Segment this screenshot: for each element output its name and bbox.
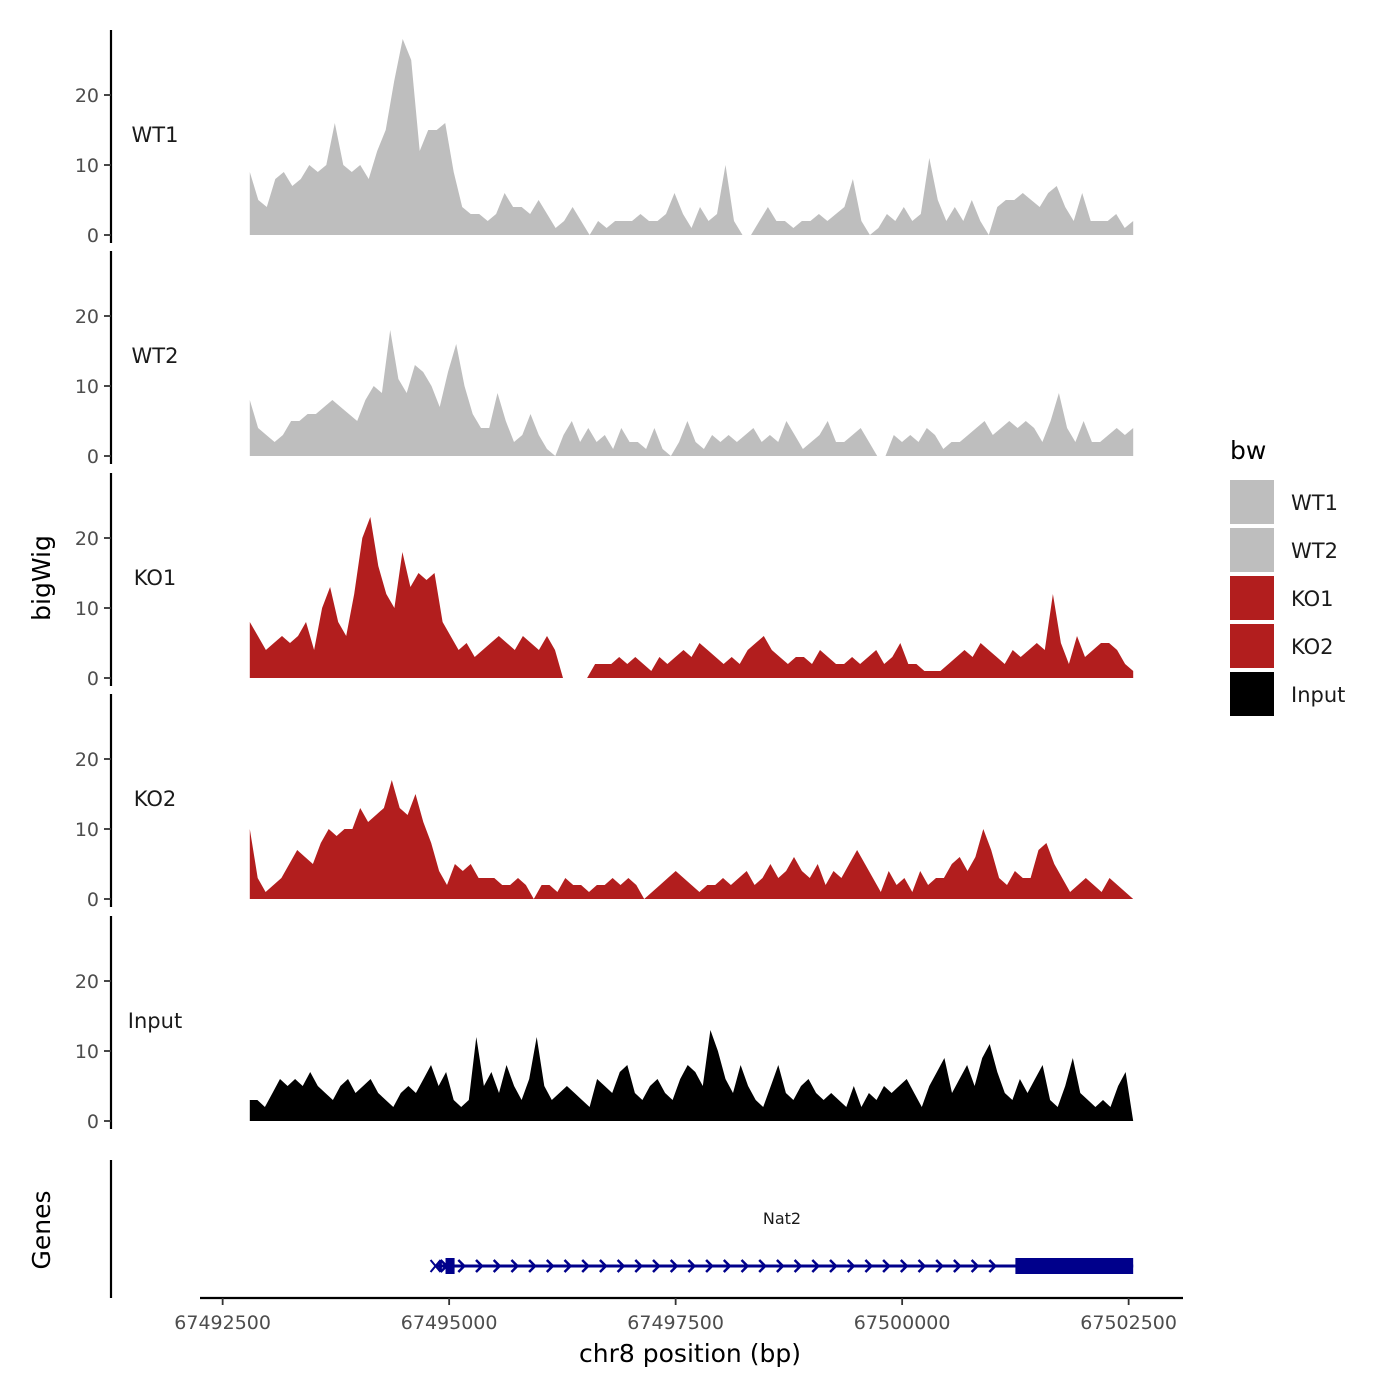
gene-exon [438,1261,442,1271]
legend-label: WT1 [1291,491,1338,515]
strand-arrow-icon [545,1259,555,1273]
genes-axis-title: Genes [27,1190,56,1269]
y-tick-label: 20 [75,306,99,328]
strand-arrow-icon [457,1259,467,1273]
legend-swatch [1230,672,1274,716]
track-input: 0 10 20 Input [75,916,1134,1133]
strand-arrow-icon [758,1259,767,1273]
y-tick-label: 10 [75,819,99,841]
y-tick-label: 0 [87,889,99,911]
strand-arrow-icon [722,1259,732,1273]
y-tick-label: 20 [75,971,99,993]
coverage-area-ko1 [249,517,1134,678]
track-ko1: 0 10 20 KO1 [75,473,1134,690]
x-tick-label: 67495000 [401,1312,498,1334]
legend-label: KO2 [1291,635,1334,659]
strand-arrow-icon [475,1259,484,1273]
legend-item-wt1: WT1 [1230,480,1338,524]
legend-swatch [1230,480,1274,524]
x-tick-label: 67500000 [854,1312,951,1334]
strand-arrow-icon [687,1259,697,1273]
gene-start-marker-icon [429,1259,442,1273]
track-wt2: 0 10 20 WT2 [75,251,1134,468]
track-label-wt2: WT2 [132,344,179,368]
strand-arrow-icon [563,1259,573,1273]
strand-arrow-icon [953,1259,962,1273]
coverage-area-wt1 [249,39,1134,235]
x-tick-label: 67492500 [174,1312,271,1334]
y-tick-label: 0 [87,225,99,247]
y-axis-title: bigWig [27,535,56,621]
y-tick-label: 20 [75,85,99,107]
y-tick-label: 10 [75,1041,99,1063]
track-panels: 0 10 20 WT1 0 10 20 WT2 0 10 20 KO1 0 10 20 KO2 0 10 20 Inp… [75,30,1134,1133]
track-label-wt1: WT1 [132,123,179,147]
y-tick-label: 0 [87,1111,99,1133]
legend-swatch [1230,576,1274,620]
y-tick-label: 10 [75,155,99,177]
y-tick-label: 20 [75,749,99,771]
track-wt1: 0 10 20 WT1 [75,30,1134,247]
x-axis: 67492500 67495000 67497500 67500000 67502500 [174,1296,1183,1334]
legend-swatch [1230,624,1274,668]
coverage-area-wt2 [249,330,1134,456]
strand-arrow-icon [740,1259,750,1273]
legend-label: Input [1291,683,1345,707]
strand-arrow-icon [935,1259,944,1273]
strand-arrow-icon [988,1259,998,1273]
legend-title: bw [1230,436,1266,465]
legend-item-ko2: KO2 [1230,624,1334,668]
y-tick-label: 0 [87,668,99,690]
strand-arrow-icon [528,1259,537,1273]
strand-arrow-icon [829,1259,838,1273]
x-tick-label: 67502500 [1080,1312,1177,1334]
legend-label: KO1 [1291,587,1334,611]
coverage-area-input [249,1030,1134,1121]
strand-arrow-icon [811,1259,821,1273]
strand-arrow-icon [634,1259,644,1273]
legend-item-input: Input [1230,672,1345,716]
strand-arrow-icon [669,1259,679,1273]
strand-arrow-icon [616,1259,626,1273]
strand-arrow-icon [510,1259,520,1273]
track-label-input: Input [128,1009,182,1033]
legend-item-wt2: WT2 [1230,528,1338,572]
strand-arrow-icon [599,1259,608,1273]
gene-panel: Nat2 [109,1160,1134,1298]
legend-item-ko1: KO1 [1230,576,1334,620]
x-axis-title: chr8 position (bp) [579,1339,801,1368]
strand-arrow-icon [882,1259,891,1273]
track-ko2: 0 10 20 KO2 [75,694,1134,911]
strand-arrow-icon [581,1259,590,1273]
y-tick-label: 20 [75,528,99,550]
legend-label: WT2 [1291,539,1338,563]
coverage-area-ko2 [249,780,1134,899]
strand-arrow-icon [793,1259,803,1273]
strand-arrow-icon [917,1259,927,1273]
track-label-ko2: KO2 [134,787,177,811]
y-tick-label: 0 [87,446,99,468]
strand-arrow-icon [846,1259,856,1273]
strand-arrow-icon [864,1259,874,1273]
strand-arrow-icon [705,1259,714,1273]
strand-arrow-icon [899,1259,909,1273]
gene-exon [1015,1258,1134,1274]
x-tick-label: 67497500 [627,1312,724,1334]
y-tick-label: 10 [75,376,99,398]
strand-arrow-icon [776,1259,785,1273]
y-tick-label: 10 [75,598,99,620]
gene-exon [445,1258,455,1274]
strand-arrow-icon [492,1259,502,1273]
gene-name-label: Nat2 [763,1209,801,1228]
legend: bw WT1 WT2 KO1 KO2 Input [1230,436,1345,716]
legend-swatch [1230,528,1274,572]
strand-arrow-icon [652,1259,661,1273]
strand-arrow-icon [970,1259,980,1273]
track-label-ko1: KO1 [134,566,177,590]
